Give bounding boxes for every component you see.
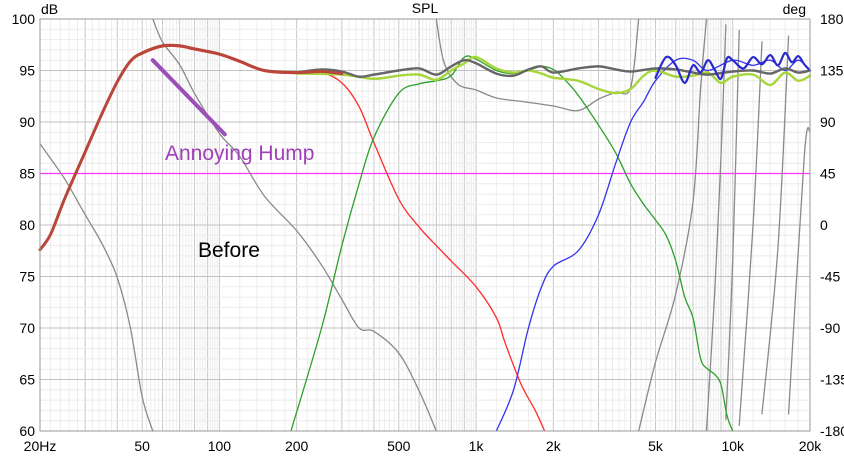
series-line-0 bbox=[39, 143, 154, 432]
y-right-tick-label: -90 bbox=[820, 320, 840, 336]
series-line-7 bbox=[761, 35, 790, 415]
y-tick-label: 90 bbox=[19, 114, 35, 130]
annotation-arrow-line bbox=[150, 58, 227, 137]
grid bbox=[40, 19, 810, 431]
plot-frame bbox=[39, 18, 811, 432]
x-tick-label: 100 bbox=[208, 438, 232, 454]
y-left-unit: dB bbox=[41, 1, 58, 17]
series-line-10 bbox=[290, 55, 734, 432]
y-right-tick-label: -45 bbox=[820, 269, 840, 285]
x-tick-label: 1k bbox=[469, 438, 485, 454]
y-tick-label: 60 bbox=[19, 423, 35, 439]
series-line-3 bbox=[638, 18, 708, 432]
annotation-before: Before bbox=[198, 239, 260, 262]
series-line-14 bbox=[38, 43, 344, 252]
marks-layer bbox=[150, 58, 227, 137]
series-line-5 bbox=[725, 29, 740, 421]
x-tick-label: 20k bbox=[799, 438, 823, 454]
series-layer bbox=[38, 18, 812, 432]
y-right-tick-label: 135 bbox=[820, 63, 844, 79]
series-line-6 bbox=[738, 41, 763, 426]
y-tick-label: 85 bbox=[19, 166, 35, 182]
y-tick-label: 75 bbox=[19, 269, 35, 285]
y-right-tick-label: -180 bbox=[820, 423, 844, 439]
annotation-annoying-hump: Annoying Hump bbox=[165, 142, 314, 165]
chart-title: SPL bbox=[412, 0, 439, 16]
y-right-tick-label: 90 bbox=[820, 114, 836, 130]
y-right-tick-label: 0 bbox=[820, 217, 828, 233]
labels-layer: 20Hz 50 100 200 500 1k 2k 5k 10k 20k 60 65 70 75 80 85 9… bbox=[12, 11, 844, 454]
x-tick-label: 10k bbox=[721, 438, 745, 454]
series-line-15 bbox=[654, 51, 812, 84]
y-right-tick-label: -135 bbox=[820, 372, 844, 388]
series-line-12 bbox=[295, 55, 812, 95]
y-tick-label: 70 bbox=[19, 320, 35, 336]
y-right-unit: deg bbox=[783, 1, 806, 17]
x-tick-label: 500 bbox=[387, 438, 411, 454]
y-right-tick-label: 180 bbox=[820, 11, 844, 27]
series-line-13 bbox=[295, 58, 812, 78]
series-line-8 bbox=[787, 127, 811, 415]
x-tick-label: 200 bbox=[285, 438, 309, 454]
x-tick-label: 5k bbox=[648, 438, 664, 454]
y-right-tick-label: 45 bbox=[820, 166, 836, 182]
series-line-11 bbox=[495, 57, 811, 432]
y-tick-label: 95 bbox=[19, 63, 35, 79]
x-tick-label: 50 bbox=[134, 438, 150, 454]
y-tick-label: 80 bbox=[19, 217, 35, 233]
series-line-1 bbox=[152, 18, 437, 432]
y-tick-label: 65 bbox=[19, 372, 35, 388]
x-tick-label: 2k bbox=[546, 438, 562, 454]
x-tick-label: 20Hz bbox=[24, 438, 57, 454]
y-tick-label: 100 bbox=[12, 11, 36, 27]
